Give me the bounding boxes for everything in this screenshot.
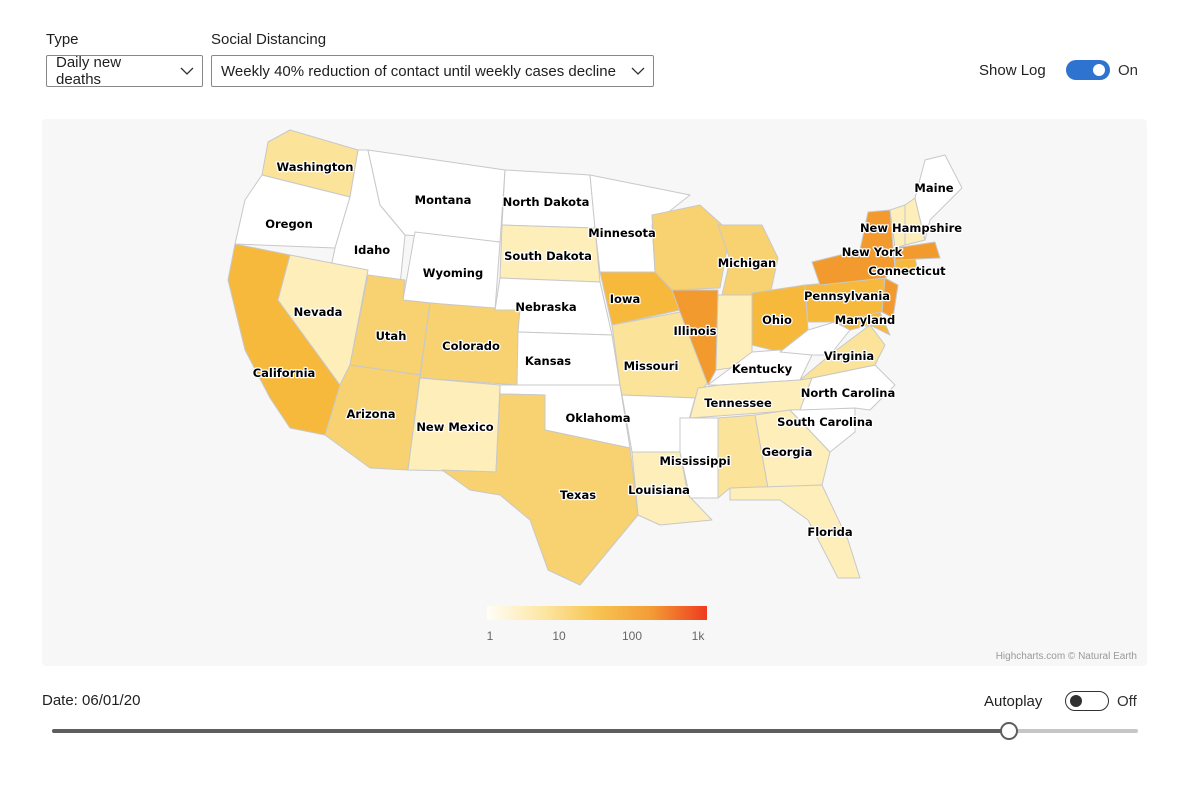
label-kansas: Kansas [525, 354, 571, 368]
label-nevada: Nevada [294, 305, 343, 319]
label-south-carolina: South Carolina [777, 415, 873, 429]
state-texas[interactable] [441, 393, 639, 586]
legend-tick-100: 100 [621, 629, 643, 643]
map-credit[interactable]: Highcharts.com © Natural Earth [995, 651, 1137, 662]
label-new-hampshire: New Hampshire [860, 221, 962, 235]
state-new-york[interactable] [811, 209, 896, 286]
label-north-dakota: North Dakota [503, 195, 590, 209]
label-minnesota: Minnesota [588, 226, 656, 240]
label-arizona: Arizona [346, 407, 395, 421]
type-label: Type [46, 31, 79, 48]
state-arizona[interactable] [324, 364, 421, 471]
label-nebraska: Nebraska [515, 300, 576, 314]
label-illinois: Illinois [674, 324, 717, 338]
label-montana: Montana [415, 193, 472, 207]
label-michigan: Michigan [718, 256, 777, 270]
label-new-york: New York [842, 245, 903, 259]
toggle-knob [1070, 695, 1082, 707]
legend-tick-1: 1 [486, 629, 494, 643]
label-mississippi: Mississippi [659, 454, 730, 468]
label-colorado: Colorado [442, 339, 500, 353]
label-idaho: Idaho [354, 243, 390, 257]
chevron-down-icon [631, 67, 645, 75]
autoplay-state: Off [1117, 693, 1137, 710]
state-illinois[interactable] [671, 289, 719, 386]
label-missouri: Missouri [624, 359, 679, 373]
state-new-jersey[interactable] [881, 277, 899, 319]
type-dropdown-value: Daily new deaths [56, 54, 122, 88]
type-dropdown[interactable]: Daily new deaths [46, 54, 203, 88]
label-georgia: Georgia [762, 445, 813, 459]
show-log-label: Show Log [979, 62, 1046, 79]
label-north-carolina: North Carolina [801, 386, 896, 400]
legend-tick-1k: 1k [691, 629, 705, 643]
label-washington: Washington [276, 160, 353, 174]
state-massachusetts[interactable] [894, 241, 941, 261]
state-florida[interactable] [729, 484, 861, 579]
label-ohio: Ohio [762, 313, 792, 327]
show-log-state: On [1118, 62, 1139, 79]
label-wyoming: Wyoming [423, 266, 483, 280]
label-florida: Florida [807, 525, 852, 539]
label-maine: Maine [914, 181, 953, 195]
chevron-down-icon [180, 67, 194, 75]
label-oregon: Oregon [265, 217, 313, 231]
state-mississippi[interactable] [679, 417, 719, 499]
label-pennsylvania: Pennsylvania [804, 289, 890, 303]
date-label: Date: 06/01/20 [42, 692, 141, 709]
state-maine[interactable] [914, 154, 963, 241]
label-utah: Utah [376, 329, 407, 343]
state-wisconsin[interactable] [651, 204, 731, 291]
social-distancing-label: Social Distancing [211, 31, 327, 48]
label-california: California [253, 366, 316, 380]
label-oklahoma: Oklahoma [566, 411, 631, 425]
state-georgia[interactable] [754, 409, 831, 489]
label-louisiana: Louisiana [628, 483, 690, 497]
date-slider-fill [52, 729, 1008, 733]
autoplay-label: Autoplay [984, 693, 1043, 710]
color-scale-legend [487, 606, 707, 620]
legend-tick-10: 10 [552, 629, 566, 643]
map-panel: Washington Oregon Idaho Nevada Californi… [42, 119, 1147, 666]
us-choropleth-map: Washington Oregon Idaho Nevada Californi… [227, 129, 963, 586]
date-slider[interactable] [52, 722, 1138, 740]
show-log-toggle[interactable] [1066, 60, 1110, 80]
label-south-dakota: South Dakota [504, 249, 592, 263]
toggle-knob [1093, 64, 1105, 76]
label-kentucky: Kentucky [732, 362, 793, 376]
date-slider-thumb[interactable] [999, 722, 1018, 740]
social-distancing-dropdown-value: Weekly 40% reduction of contact until we… [221, 62, 616, 80]
autoplay-toggle[interactable] [1065, 691, 1109, 711]
state-maryland[interactable] [834, 311, 891, 336]
label-iowa: Iowa [610, 292, 641, 306]
social-distancing-dropdown[interactable]: Weekly 40% reduction of contact until we… [211, 55, 654, 87]
label-connecticut: Connecticut [868, 264, 946, 278]
label-maryland: Maryland [835, 313, 896, 327]
label-new-mexico: New Mexico [416, 420, 493, 434]
label-virginia: Virginia [824, 349, 874, 363]
label-texas: Texas [560, 488, 596, 502]
label-tennessee: Tennessee [704, 396, 772, 410]
